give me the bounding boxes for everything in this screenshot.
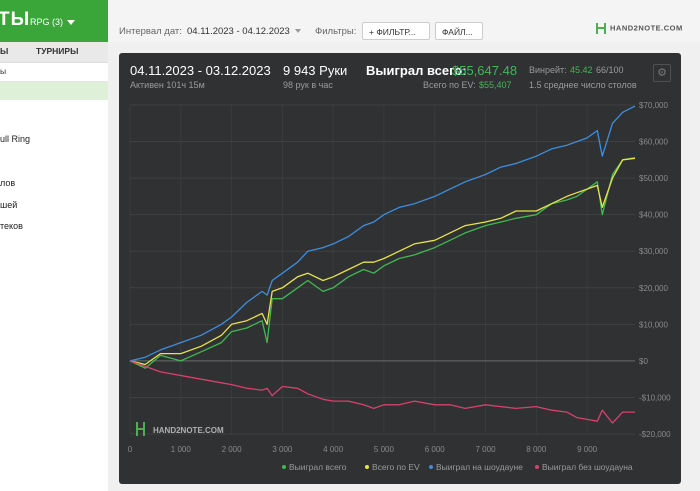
avg-tables: 1.5 среднее число столов xyxy=(529,80,637,90)
series-line-2 xyxy=(129,157,636,366)
sidebar-selected-row[interactable] xyxy=(0,82,108,100)
winrate-label: Винрейт: xyxy=(529,65,567,75)
hands-count: 9 943 Руки xyxy=(283,63,348,78)
period-range: 04.11.2023 - 03.12.2023 xyxy=(130,63,271,78)
interval-select[interactable]: 04.11.2023 - 04.12.2023 xyxy=(187,26,301,37)
series-line-4 xyxy=(129,360,635,424)
winrate-suffix: 66/100 xyxy=(596,65,624,75)
sidebar-item-stacks[interactable]: теков xyxy=(0,221,23,231)
series-line-3 xyxy=(129,105,636,362)
x-tick-label: 2 000 xyxy=(222,445,243,454)
y-tick-label: $70,000 xyxy=(639,101,668,110)
sidebar-search-row[interactable]: ы xyxy=(0,63,108,82)
active-time: Активен 101ч 15м xyxy=(130,80,205,90)
legend-marker xyxy=(365,465,369,469)
legend-label: Всего по EV xyxy=(372,462,420,472)
won-total-label: Выиграл всего: xyxy=(366,63,467,78)
y-tick-label: $30,000 xyxy=(639,247,668,256)
brand-logo-text: HAND2NOTE.COM xyxy=(610,23,683,33)
sidebar-item-ring[interactable]: ull Ring xyxy=(0,134,31,144)
tab-tournaments[interactable]: ТУРНИРЫ xyxy=(36,46,79,56)
x-tick-label: 5 000 xyxy=(374,445,395,454)
legend-marker xyxy=(535,465,539,469)
app-header: ТЫ RPG (3) xyxy=(0,0,108,42)
rpg-dropdown[interactable]: RPG (3) xyxy=(30,17,75,27)
legend-label: Выиграл без шоудауна xyxy=(542,462,633,472)
gear-icon[interactable]: ⚙ xyxy=(653,64,671,82)
toolbar: Интервал дат: 04.11.2023 - 04.12.2023 Фи… xyxy=(108,0,700,42)
x-tick-label: 8 000 xyxy=(526,445,547,454)
brand-logo: HAND2NOTE.COM xyxy=(596,23,683,34)
y-tick-label: -$10,000 xyxy=(639,393,671,402)
ev-total-label: Всего по EV: xyxy=(423,80,476,90)
y-tick-label: $60,000 xyxy=(639,138,668,147)
y-tick-label: -$20,000 xyxy=(639,430,671,439)
x-tick-label: 3 000 xyxy=(272,445,293,454)
profit-chart: $70,000 $60,000 $50,000 $40,000 $30,000 $20,0… xyxy=(128,101,671,472)
won-total-value: $55,647.48 xyxy=(452,63,518,78)
legend-marker xyxy=(429,465,433,469)
x-tick-label: 9 000 xyxy=(577,445,598,454)
hand2note-logo-icon xyxy=(596,23,606,34)
x-tick-label: 0 xyxy=(128,445,133,454)
file-button[interactable]: ФАЙЛ... xyxy=(435,22,483,40)
sidebar: Ы ТУРНИРЫ ы ull Ring лов шей теков xyxy=(0,42,108,491)
chart-watermark: HAND2NOTE.COM xyxy=(153,426,224,435)
legend-marker xyxy=(282,465,286,469)
ev-total-value: $55,407 xyxy=(479,80,512,90)
y-tick-label: $50,000 xyxy=(639,174,668,183)
x-tick-label: 7 000 xyxy=(476,445,497,454)
legend-label: Выиграл на шоудауне xyxy=(436,462,523,472)
sidebar-item-tables[interactable]: лов xyxy=(0,178,16,188)
series-line-1 xyxy=(129,156,636,369)
sidebar-tabs: Ы ТУРНИРЫ xyxy=(0,42,108,63)
interval-label: Интервал дат: xyxy=(119,26,182,37)
y-tick-label: $10,000 xyxy=(639,320,668,329)
x-tick-label: 4 000 xyxy=(323,445,344,454)
y-tick-label: $20,000 xyxy=(639,284,668,293)
add-filter-button[interactable]: + ФИЛЬТР... xyxy=(362,22,430,40)
app-title: ТЫ xyxy=(0,9,31,30)
x-tick-label: 6 000 xyxy=(425,445,446,454)
legend-label: Выиграл всего xyxy=(289,462,347,472)
sidebar-item-players[interactable]: шей xyxy=(0,200,18,210)
filters-label: Фильтры: xyxy=(315,26,357,37)
y-tick-label: $0 xyxy=(639,357,648,366)
hands-per-hour: 98 рук в час xyxy=(283,80,333,90)
watermark-logo-icon xyxy=(136,422,145,436)
tab-cash[interactable]: Ы xyxy=(0,46,9,56)
x-tick-label: 1 000 xyxy=(171,445,192,454)
winrate-value: 45.42 xyxy=(570,65,593,75)
graph-panel: 04.11.2023 - 03.12.2023 Активен 101ч 15м… xyxy=(119,53,681,484)
sidebar-search-text: ы xyxy=(0,66,7,76)
y-tick-label: $40,000 xyxy=(639,211,668,220)
